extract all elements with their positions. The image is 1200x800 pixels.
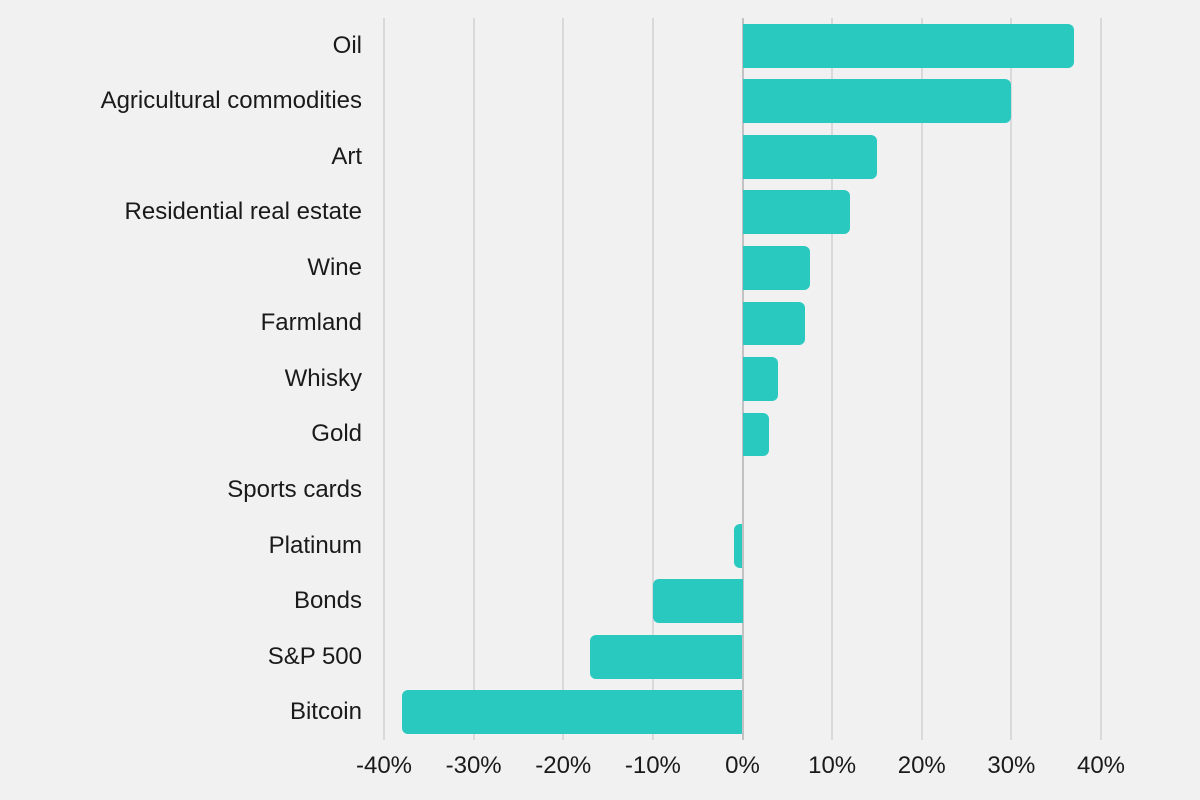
gridline [383, 18, 385, 740]
bar-oil [742, 23, 1075, 68]
category-label-agricultural-commodities: Agricultural commodities [100, 87, 362, 115]
gridline [1100, 18, 1102, 740]
category-label-bitcoin: Bitcoin [289, 698, 362, 726]
x-tick-label: -40% [355, 752, 413, 779]
category-label-art: Art [331, 142, 362, 170]
bar-bonds [652, 579, 743, 624]
x-tick-label: -10% [624, 752, 681, 779]
gridline [651, 18, 654, 740]
category-axis: Oil Agricultural commodities Art Residentia… [0, 18, 362, 740]
plot-area [383, 18, 1102, 740]
x-tick-label: -20% [535, 752, 592, 779]
x-tick-label: 30% [987, 752, 1036, 779]
bar-s-p-500 [590, 634, 743, 679]
bar-art [742, 134, 877, 179]
bar-whisky [742, 357, 779, 401]
category-label-gold: Gold [311, 420, 362, 448]
bar-residential-real-estate [742, 190, 851, 235]
category-label-farmland: Farmland [260, 309, 362, 337]
gridline [831, 18, 834, 740]
bar-agricultural-commodities [742, 79, 1012, 124]
category-label-platinum: Platinum [268, 531, 362, 559]
gridline [920, 18, 923, 740]
bar-bitcoin [401, 690, 743, 735]
bar-wine [742, 245, 810, 290]
x-tick-label: 0% [725, 752, 760, 779]
category-label-whisky: Whisky [284, 364, 362, 392]
gridline [1010, 18, 1013, 740]
category-label-wine: Wine [307, 253, 362, 281]
x-axis: -40% -30% -20% -10% 0% 10% 20% 30% 40% [356, 750, 1125, 786]
category-label-s-p-500: S&P 500 [267, 642, 362, 670]
bar-gold [742, 412, 770, 457]
x-tick-label: 20% [897, 752, 946, 779]
x-tick-label: 40% [1076, 752, 1126, 779]
category-label-bonds: Bonds [293, 587, 362, 615]
category-label-sports-cards: Sports cards [227, 476, 362, 504]
bar-farmland [742, 301, 806, 346]
bar-platinum [733, 523, 743, 568]
gridline [562, 18, 565, 740]
category-label-residential-real-estate: Residential real estate [124, 198, 362, 226]
x-tick-label: 10% [808, 752, 857, 779]
category-label-oil: Oil [332, 31, 362, 59]
gridline [472, 18, 475, 740]
x-tick-label: -30% [445, 752, 502, 779]
